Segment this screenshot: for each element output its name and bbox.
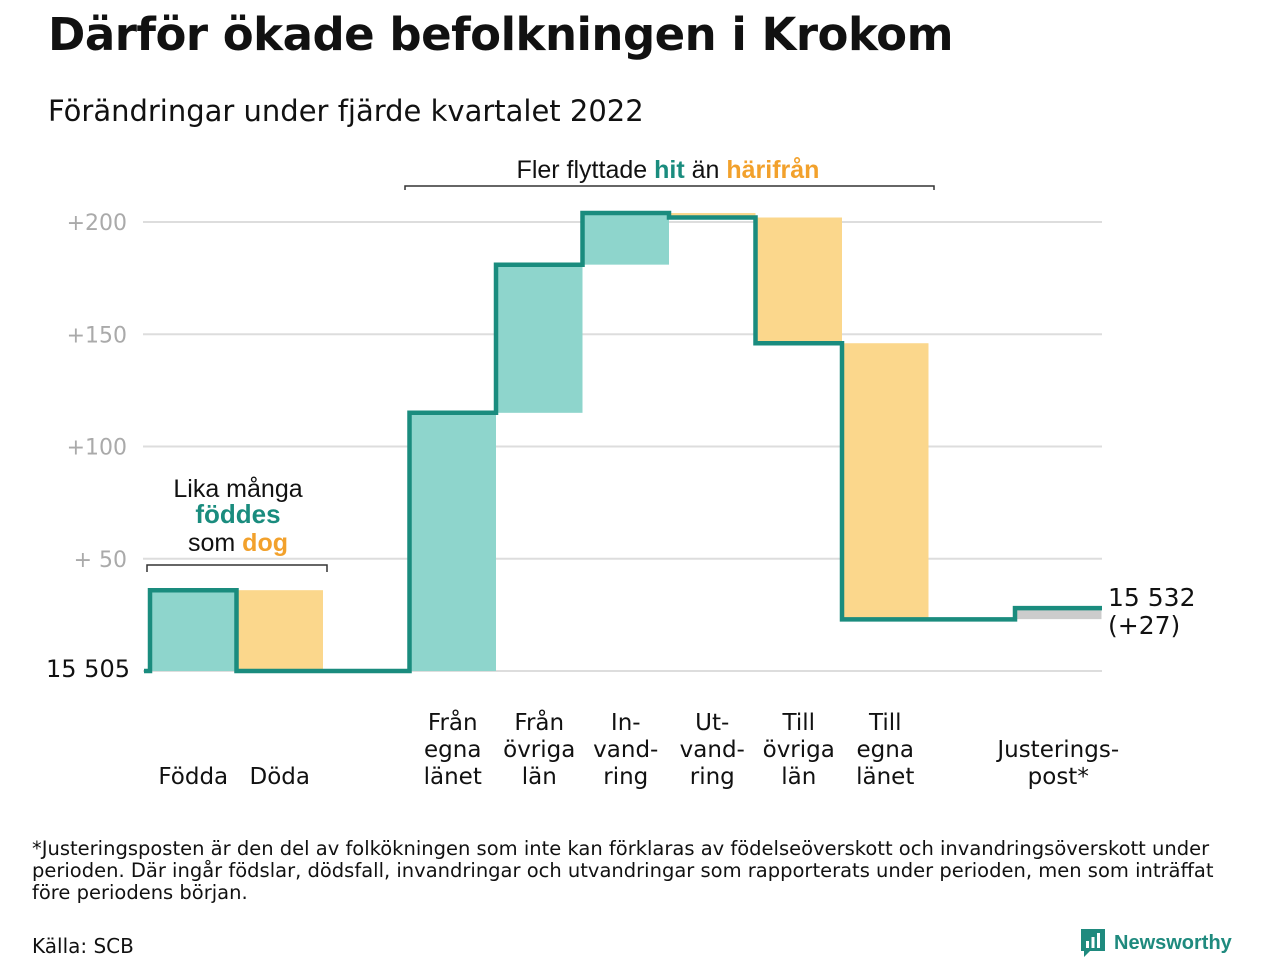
x-category-label: Till [868, 710, 902, 736]
x-category-label: län [781, 764, 816, 790]
x-category-label: Justerings- [995, 737, 1119, 763]
footnote: *Justeringsposten är den del av folkökni… [32, 837, 1214, 904]
x-category-label: länet [856, 764, 914, 790]
x-category-label: egna [857, 737, 914, 763]
end-change-label: (+27) [1108, 611, 1180, 640]
chart-title: Därför ökade befolkningen i Krokom [48, 8, 953, 61]
x-category-label: övriga [503, 737, 575, 763]
y-tick-label: +200 [67, 211, 127, 236]
x-category-label: ring [690, 764, 735, 790]
migration-annotation-hit: hit [654, 156, 685, 184]
x-category-label: post* [1028, 764, 1089, 790]
migration-annotation-middle: än [685, 156, 727, 184]
bar-decrease [755, 217, 842, 344]
brand-name: Newsworthy [1114, 931, 1232, 954]
chart-subtitle: Förändringar under fjärde kvartalet 2022 [48, 94, 644, 128]
bar-increase [409, 412, 496, 671]
bar-increase [582, 213, 669, 265]
x-category-label: övriga [763, 737, 835, 763]
bar-adjust [1015, 608, 1102, 620]
x-category-label: vand- [680, 737, 745, 763]
y-tick-label: + 50 [74, 548, 127, 573]
migration-bracket [404, 185, 935, 190]
births-annotation-born: föddes [195, 499, 280, 529]
x-category-label: Ut- [695, 710, 729, 736]
x-category-label: län [522, 764, 557, 790]
bar-increase [150, 590, 237, 671]
births-annotation-died: dog [242, 529, 288, 557]
x-category-label: vand- [593, 737, 658, 763]
bar-decrease [236, 590, 323, 671]
bar-increase [496, 264, 583, 413]
migration-annotation-harifran: härifrån [726, 156, 819, 184]
newsworthy-logo-icon [1081, 929, 1105, 957]
x-category-label: Döda [250, 764, 310, 790]
x-category-label: länet [424, 764, 482, 790]
births-annotation-line3: som dog [188, 529, 288, 557]
x-category-label: Födda [158, 764, 228, 790]
x-category-label: Från [514, 708, 564, 736]
step-line [144, 210, 1102, 674]
x-category-label: In- [611, 710, 641, 736]
y-tick-label: +100 [67, 436, 127, 461]
x-category-label: ring [603, 764, 648, 790]
start-value-label: 15 505 [46, 655, 130, 683]
migration-annotation-prefix: Fler flyttade [517, 156, 655, 184]
x-category-label: Från [428, 708, 478, 736]
migration-annotation: Fler flyttade hit än härifrån [517, 156, 820, 184]
x-category-label: Till [781, 710, 815, 736]
births-bracket [146, 564, 328, 572]
source-label: Källa: SCB [32, 934, 134, 958]
end-value-label: 15 532 [1108, 583, 1195, 612]
births-annotation-som: som [188, 529, 242, 557]
bar-decrease [842, 343, 929, 620]
x-category-label: egna [424, 737, 481, 763]
y-tick-label: +150 [67, 323, 127, 348]
births-annotation-line1: Lika många [173, 475, 302, 503]
brand-logo: Newsworthy [1080, 928, 1232, 958]
